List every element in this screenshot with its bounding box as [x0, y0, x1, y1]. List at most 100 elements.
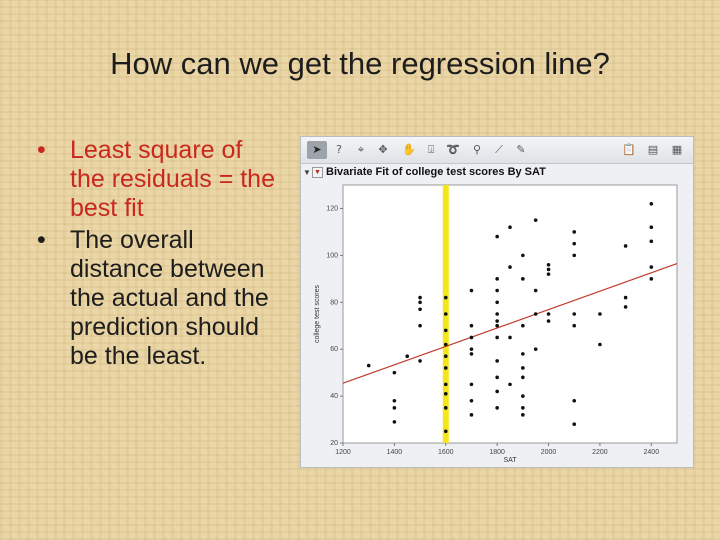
y-tick-label: 60	[330, 346, 338, 353]
data-point	[508, 382, 512, 387]
data-point	[392, 398, 397, 403]
data-point	[649, 201, 654, 206]
data-point	[521, 406, 525, 410]
red-triangle-menu-icon[interactable]: ▼	[312, 167, 323, 178]
zoom-icon[interactable]: ⚲	[472, 143, 482, 156]
x-axis-label: SAT	[503, 457, 517, 464]
lasso-hand-icon[interactable]: ✋	[402, 143, 416, 156]
data-point	[572, 253, 577, 258]
help-icon[interactable]: ?	[336, 143, 342, 156]
data-point	[443, 406, 448, 410]
y-tick-label: 120	[326, 205, 338, 212]
data-point	[521, 375, 525, 380]
data-point	[521, 413, 525, 417]
data-point	[572, 398, 577, 403]
table-icon[interactable]: ▤	[647, 143, 659, 156]
data-point	[521, 277, 525, 281]
data-point	[521, 366, 525, 370]
data-point	[418, 295, 422, 300]
data-point	[495, 319, 499, 323]
data-point	[495, 234, 499, 239]
data-point	[469, 335, 474, 340]
data-point	[443, 328, 448, 333]
data-point	[572, 241, 577, 246]
data-point	[521, 253, 525, 258]
data-point	[469, 323, 474, 328]
data-point	[443, 366, 448, 370]
jmp-report-window: ➤ ? ⌖ ✥ ✋ ⍗ ➰ ⚲ ⟋ ✎ 📋 ▤ ▦ ▼ ▼ Bivariate …	[300, 136, 694, 468]
bullet-text: The overall distance between the actual …	[70, 226, 269, 370]
data-point	[546, 272, 551, 276]
scatter-plot: 1200 1400 1600 1800 2000 2200 2400 20 40 60 80 100 1…	[314, 184, 678, 464]
data-point	[443, 382, 448, 387]
bullet-list: • Least square of the residuals = the be…	[32, 136, 282, 374]
toolbar: ➤ ? ⌖ ✥ ✋ ⍗ ➰ ⚲ ⟋ ✎ 📋 ▤ ▦	[301, 137, 693, 164]
data-point	[521, 323, 525, 328]
data-point	[443, 429, 448, 434]
data-point	[392, 406, 397, 410]
data-point	[469, 288, 474, 293]
data-point	[623, 295, 628, 300]
data-point	[405, 354, 410, 359]
data-point	[392, 420, 397, 424]
data-point	[495, 288, 499, 293]
y-tick-label: 80	[330, 299, 338, 306]
x-tick-label: 1200	[335, 449, 351, 456]
data-point	[546, 262, 551, 267]
journal-icon[interactable]: 📋	[622, 143, 636, 156]
data-point	[443, 342, 448, 347]
regression-line	[342, 263, 678, 384]
data-point	[495, 277, 499, 281]
bullet-marker: •	[37, 136, 46, 164]
brush-icon[interactable]: ⍗	[427, 143, 435, 156]
data-point	[533, 288, 538, 293]
data-point	[572, 323, 577, 328]
data-point	[533, 312, 538, 316]
data-point	[521, 352, 525, 356]
x-tick-label: 1600	[438, 449, 454, 456]
data-point	[649, 265, 654, 269]
annotate-icon[interactable]: ✎	[516, 143, 526, 156]
data-point	[495, 389, 499, 394]
line-icon[interactable]: ⟋	[495, 143, 503, 156]
data-point	[572, 422, 577, 427]
bullet-text: Least square of the residuals = the best…	[70, 136, 275, 222]
slide-title: How can we get the regression line?	[110, 46, 610, 81]
arrow-icon[interactable]: ➤	[307, 141, 327, 159]
data-point	[546, 267, 551, 272]
data-point	[495, 300, 499, 305]
crosshair-icon[interactable]: ⌖	[357, 143, 365, 156]
plot-frame	[342, 184, 678, 444]
data-point	[533, 347, 538, 351]
data-point	[392, 370, 397, 375]
data-point	[495, 312, 499, 316]
data-point	[508, 265, 512, 269]
x-tick-label: 1400	[387, 449, 403, 456]
data-point	[495, 323, 499, 328]
data-point	[443, 295, 448, 300]
lasso-icon[interactable]: ➰	[446, 143, 460, 156]
y-tick-label: 100	[326, 252, 338, 259]
data-point	[469, 413, 474, 417]
disclosure-icon[interactable]: ▼	[303, 168, 311, 177]
data-point	[495, 406, 499, 410]
data-point	[649, 239, 654, 244]
data-point	[546, 319, 551, 323]
y-axis-label: college test scores	[314, 285, 321, 343]
data-point	[469, 347, 474, 351]
y-tick-label: 20	[330, 440, 338, 447]
x-tick-label: 2200	[592, 449, 608, 456]
x-tick-label: 1800	[489, 449, 505, 456]
data-point	[495, 335, 499, 340]
bullet-item: • Least square of the residuals = the be…	[32, 136, 282, 223]
data-point	[508, 335, 512, 340]
data-point	[366, 363, 371, 368]
data-point	[623, 305, 628, 309]
grabber-icon[interactable]: ✥	[378, 143, 388, 156]
data-point	[443, 391, 448, 396]
data-point	[443, 312, 448, 316]
data-point	[598, 342, 602, 347]
data-point	[649, 225, 654, 230]
grid-icon[interactable]: ▦	[671, 143, 683, 156]
x-tick-label: 2400	[644, 449, 660, 456]
